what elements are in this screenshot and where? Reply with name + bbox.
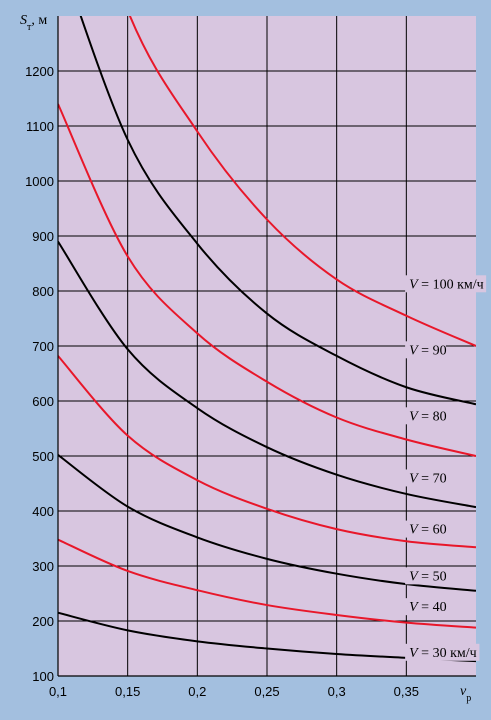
x-tick-label: 0,2 bbox=[188, 684, 206, 699]
y-tick-label: 700 bbox=[32, 339, 54, 354]
y-tick-label: 800 bbox=[32, 284, 54, 299]
series-label: V = 80 bbox=[409, 409, 446, 424]
series-label: V = 50 bbox=[409, 569, 446, 584]
series-line-2 bbox=[58, 538, 476, 629]
series-label: V = 70 bbox=[409, 471, 446, 486]
x-tick-label: 0,3 bbox=[328, 684, 346, 699]
series-line-4 bbox=[58, 355, 476, 549]
axes bbox=[57, 16, 476, 677]
series-label: V = 60 bbox=[409, 523, 446, 538]
y-tick-label: 300 bbox=[32, 559, 54, 574]
series-label: V = 30 км/ч bbox=[409, 646, 477, 661]
y-tick-label: 500 bbox=[32, 449, 54, 464]
y-tick-label: 400 bbox=[32, 504, 54, 519]
series-line-6 bbox=[58, 103, 476, 457]
y-tick-label: 1000 bbox=[25, 174, 54, 189]
x-tick-label: 0,1 bbox=[49, 684, 67, 699]
x-tick-label: 0,25 bbox=[254, 684, 279, 699]
y-tick-label: 900 bbox=[32, 229, 54, 244]
series-labels: V = 30 км/ч V = 40 V = 50 V = 60 V = 70 V = 8… bbox=[405, 275, 487, 661]
x-axis-label: νp bbox=[460, 684, 471, 704]
y-tick-label: 200 bbox=[32, 614, 54, 629]
series-line-7 bbox=[79, 16, 476, 406]
y-tick-labels: 100 200 300 400 500 600 700 800 900 1000 1100 1200 bbox=[25, 64, 54, 684]
y-tick-label: 1100 bbox=[26, 119, 54, 134]
series-label: V = 40 bbox=[409, 600, 446, 615]
x-tick-labels: 0,1 0,15 0,2 0,25 0,3 0,35 bbox=[49, 684, 419, 699]
y-tick-label: 600 bbox=[32, 394, 54, 409]
series-line-5 bbox=[58, 240, 476, 509]
x-tick-label: 0,15 bbox=[115, 684, 140, 699]
series-label: V = 100 км/ч bbox=[409, 277, 484, 292]
series-line-8 bbox=[128, 16, 476, 347]
series-label: V = 90 bbox=[409, 343, 446, 358]
y-tick-label: 100 bbox=[32, 669, 54, 684]
y-tick-label: 1200 bbox=[25, 64, 54, 79]
y-axis-label: Sт, м bbox=[20, 13, 47, 33]
x-tick-label: 0,35 bbox=[394, 684, 419, 699]
